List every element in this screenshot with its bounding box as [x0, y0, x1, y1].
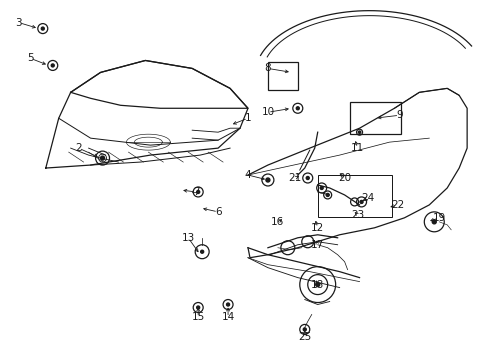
Circle shape	[200, 250, 203, 253]
Circle shape	[303, 328, 305, 331]
Text: 9: 9	[395, 110, 402, 120]
Text: 5: 5	[27, 54, 34, 63]
Circle shape	[358, 131, 360, 134]
Text: 18: 18	[310, 280, 324, 289]
Bar	[267, 62, 297, 90]
Text: 11: 11	[350, 143, 364, 153]
Circle shape	[265, 178, 269, 182]
Text: 1: 1	[244, 113, 251, 123]
Text: 4: 4	[244, 170, 251, 180]
Text: 15: 15	[191, 312, 204, 323]
Text: 21: 21	[287, 173, 301, 183]
Circle shape	[226, 303, 229, 306]
Bar	[317, 175, 392, 217]
Text: 24: 24	[360, 193, 373, 203]
Circle shape	[320, 186, 323, 189]
Text: 22: 22	[390, 200, 403, 210]
Circle shape	[196, 306, 199, 309]
Circle shape	[431, 220, 435, 224]
Bar	[349, 102, 401, 134]
Text: 17: 17	[310, 240, 324, 250]
Circle shape	[196, 190, 199, 193]
Circle shape	[41, 27, 44, 30]
Text: 6: 6	[214, 207, 221, 217]
Text: 19: 19	[432, 213, 445, 223]
Text: 13: 13	[181, 233, 194, 243]
Circle shape	[325, 193, 328, 197]
Text: 16: 16	[271, 217, 284, 227]
Circle shape	[51, 64, 54, 67]
Text: 3: 3	[16, 18, 22, 28]
Circle shape	[359, 201, 362, 203]
Text: 12: 12	[310, 223, 324, 233]
Text: 10: 10	[261, 107, 274, 117]
Circle shape	[305, 176, 308, 180]
Circle shape	[101, 156, 104, 160]
Circle shape	[315, 283, 319, 287]
Text: 2: 2	[75, 143, 82, 153]
Text: 14: 14	[221, 312, 234, 323]
Text: 25: 25	[298, 332, 311, 342]
Text: 23: 23	[350, 210, 364, 220]
Text: 20: 20	[337, 173, 350, 183]
Text: 7: 7	[192, 187, 199, 197]
Text: 8: 8	[264, 63, 271, 73]
Circle shape	[296, 107, 299, 110]
